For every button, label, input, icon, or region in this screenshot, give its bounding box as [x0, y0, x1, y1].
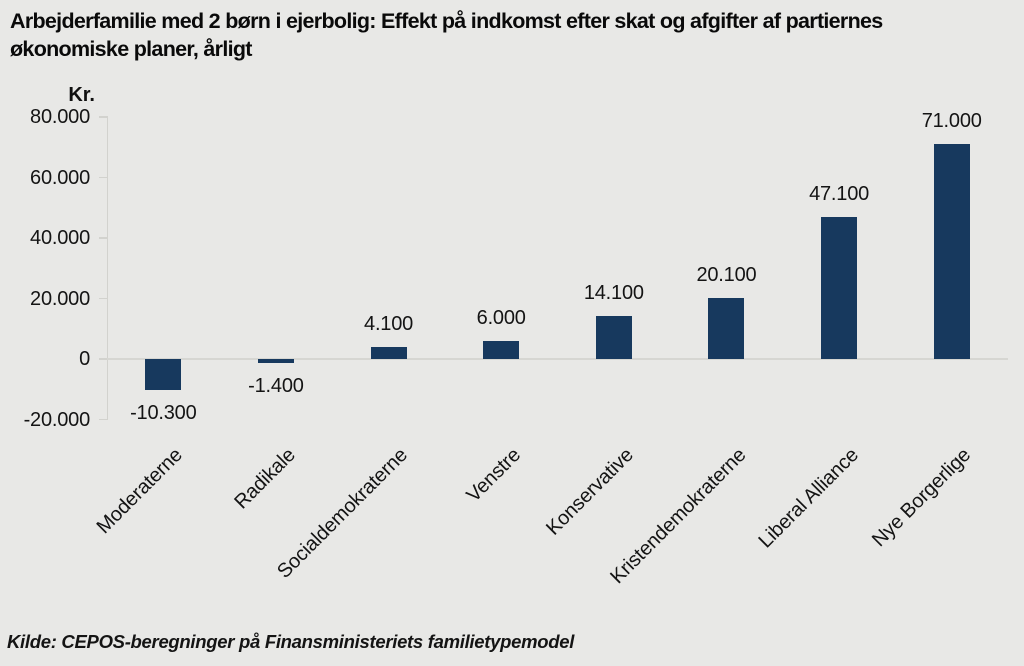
y-tick-mark — [99, 176, 107, 179]
category-label: Konservative — [541, 444, 638, 540]
chart-title-line1: Arbejderfamilie med 2 børn i ejerbolig: … — [10, 9, 883, 33]
y-tick-mark — [99, 116, 107, 118]
y-axis-unit-label: Kr. — [68, 84, 95, 106]
chart-title: Arbejderfamilie med 2 børn i ejerbolig: … — [10, 7, 883, 63]
y-tick-mark — [99, 297, 107, 300]
value-label: 20.100 — [696, 264, 757, 287]
bar-venstre — [483, 340, 520, 359]
bar-socialdemokraterne — [370, 346, 407, 359]
y-tick-label: 0 — [79, 348, 90, 370]
y-axis-line — [106, 116, 108, 420]
bar-nye-borgerlige — [933, 144, 970, 359]
value-label: -10.300 — [130, 402, 197, 425]
y-tick-mark — [99, 358, 107, 360]
y-tick-label: 40.000 — [30, 227, 90, 249]
value-label: 71.000 — [921, 110, 982, 133]
value-label: -1.400 — [248, 375, 304, 398]
value-label: 6.000 — [476, 306, 526, 329]
y-tick-label: 80.000 — [30, 106, 90, 128]
category-label: Nye Borgerlige — [868, 444, 976, 552]
y-tick-label: 20.000 — [30, 287, 90, 310]
y-tick-mark — [99, 237, 107, 239]
category-label: Radikale — [230, 444, 300, 514]
bar-liberal-alliance — [821, 216, 858, 359]
y-tick-label: -20.000 — [23, 408, 91, 431]
bar-kristendemokraterne — [708, 298, 745, 359]
source-note: Kilde: CEPOS-beregninger på Finansminist… — [7, 631, 575, 652]
bar-radikale — [257, 359, 294, 364]
chart-title-line2: økonomiske planer, årligt — [10, 37, 252, 61]
zero-baseline — [107, 358, 1008, 360]
category-label: Moderaterne — [92, 444, 187, 539]
category-label: Venstre — [462, 444, 525, 507]
value-label: 47.100 — [809, 182, 870, 205]
bar-konservative — [595, 316, 632, 359]
category-label: Liberal Alliance — [754, 444, 863, 553]
value-label: 14.100 — [583, 282, 644, 305]
bar-moderaterne — [145, 359, 182, 391]
value-label: 4.100 — [364, 312, 414, 335]
y-tick-label: 60.000 — [30, 166, 90, 189]
y-tick-mark — [99, 418, 107, 421]
